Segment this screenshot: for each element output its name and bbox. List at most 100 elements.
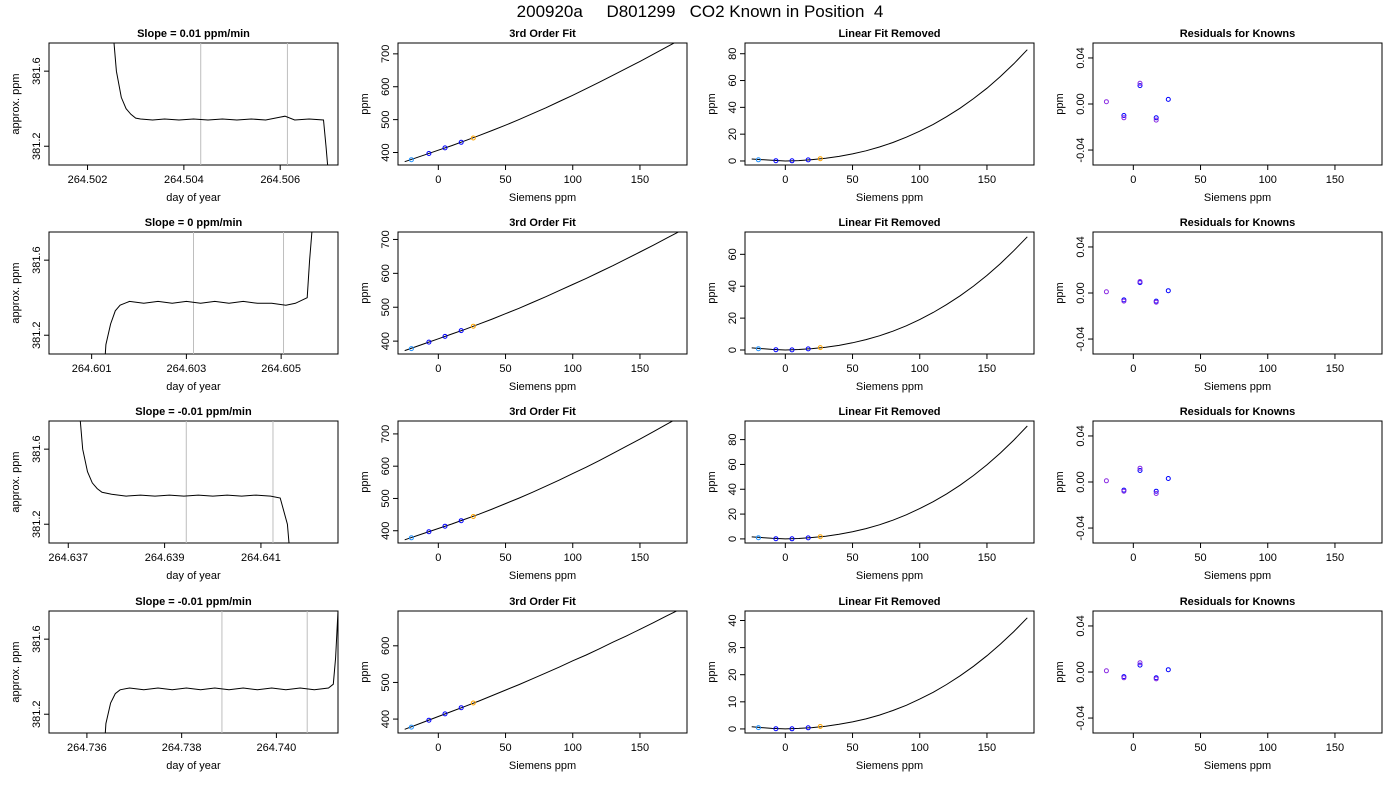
panel-title: Residuals for Knowns <box>1180 217 1296 229</box>
x-axis-label: day of year <box>166 570 221 582</box>
data-point <box>1153 488 1159 494</box>
x-axis-label: Siemens ppm <box>509 192 576 204</box>
x-tick-label: 0 <box>782 742 788 754</box>
x-axis-label: Siemens ppm <box>856 570 923 582</box>
x-tick-label: 150 <box>631 742 649 754</box>
x-axis-label: day of year <box>166 192 221 204</box>
plot-frame <box>744 231 1035 355</box>
panel-linear-fit-removed-1: Linear Fit Removed 0 50 100 150 0 20 40 60 80 Siem… <box>706 28 1035 204</box>
x-tick-label: 150 <box>631 552 649 564</box>
data-point <box>470 323 476 329</box>
y-axis-label: ppm <box>1054 93 1066 114</box>
panel-third-order-fit-3: 3rd Order Fit 0 50 100 150 400 500 600 700 Siemen… <box>359 406 688 582</box>
data-point <box>470 700 476 706</box>
x-tick-label: 264.603 <box>167 363 207 375</box>
plot-area <box>113 43 329 165</box>
y-tick-label: 40 <box>727 483 739 495</box>
panel-residuals-4: Residuals for Knowns 0 50 100 150 -0.04 0.00 0.… <box>1054 596 1383 772</box>
plot-area <box>404 611 678 730</box>
panel-title: 3rd Order Fit <box>509 596 576 608</box>
data-point <box>755 157 761 163</box>
y-axis-label: ppm <box>359 93 371 114</box>
x-axis-label: Siemens ppm <box>509 570 576 582</box>
x-tick-label: 50 <box>499 742 511 754</box>
y-tick-label: 20 <box>727 669 739 681</box>
y-tick-label: 700 <box>380 45 392 63</box>
x-tick-label: 264.738 <box>162 742 202 754</box>
fit-curve <box>404 232 680 352</box>
data-point <box>817 724 823 729</box>
data-point <box>805 157 811 163</box>
x-tick-label: 150 <box>978 552 996 564</box>
data-point <box>426 339 432 345</box>
data-point <box>1121 115 1127 121</box>
plot-frame <box>1092 42 1383 166</box>
data-point <box>426 717 432 723</box>
data-point <box>1137 465 1143 471</box>
y-tick-label: 40 <box>727 614 739 626</box>
y-tick-label: 600 <box>380 78 392 96</box>
plot-frame <box>48 610 339 734</box>
data-point <box>755 725 761 731</box>
y-tick-label: 20 <box>727 128 739 140</box>
y-tick-label: 0.00 <box>1075 93 1087 114</box>
x-tick-label: 50 <box>846 174 858 186</box>
data-point <box>1153 676 1159 682</box>
plot-frame <box>744 42 1035 166</box>
panel-title: Slope = -0.01 ppm/min <box>135 406 252 418</box>
panel-raw-trace-4: Slope = -0.01 ppm/min 264.736 264.738 264.7… <box>10 596 339 772</box>
x-tick-label: 100 <box>564 552 582 564</box>
y-axis-label: approx. ppm <box>10 73 22 134</box>
x-axis-label: Siemens ppm <box>1204 760 1271 772</box>
data-point <box>773 158 779 164</box>
y-tick-label: 10 <box>727 696 739 708</box>
x-tick-label: 150 <box>1326 363 1344 375</box>
data-point <box>426 529 432 535</box>
y-tick-label: 0 <box>727 536 739 542</box>
y-tick-label: -0.04 <box>1075 705 1087 730</box>
y-axis-label: ppm <box>359 471 371 492</box>
panel-title: Residuals for Knowns <box>1180 406 1296 418</box>
data-point <box>1165 288 1171 294</box>
y-tick-label: 0.04 <box>1075 615 1087 636</box>
data-point <box>1103 478 1109 484</box>
x-tick-label: 100 <box>911 363 929 375</box>
x-axis-label: Siemens ppm <box>856 760 923 772</box>
plot-frame <box>1092 231 1383 355</box>
plot-area <box>104 232 313 354</box>
y-tick-label: 80 <box>727 48 739 60</box>
panel-title: Slope = 0 ppm/min <box>145 217 243 229</box>
plot-area <box>404 232 680 352</box>
x-axis-label: Siemens ppm <box>1204 381 1271 393</box>
panel-residuals-1: Residuals for Knowns 0 50 100 150 -0.04 0.00 0.… <box>1054 28 1383 204</box>
panel-linear-fit-removed-4: Linear Fit Removed 0 50 100 150 0 10 20 30 40 Siem… <box>706 596 1035 772</box>
plot-area <box>751 425 1028 542</box>
x-tick-label: 50 <box>846 363 858 375</box>
data-point <box>458 139 464 145</box>
panel-title: 3rd Order Fit <box>509 406 576 418</box>
panel-third-order-fit-1: 3rd Order Fit 0 50 100 150 400 500 600 700 Siemen… <box>359 28 688 204</box>
data-point <box>817 345 823 351</box>
fit-curve <box>751 49 1028 162</box>
x-tick-label: 264.637 <box>48 552 88 564</box>
panel-title: Slope = 0.01 ppm/min <box>137 28 250 40</box>
data-point <box>1137 83 1143 89</box>
panel-title: Slope = -0.01 ppm/min <box>135 596 252 608</box>
y-tick-label: 400 <box>380 522 392 540</box>
y-tick-label: 0 <box>727 726 739 732</box>
x-tick-label: 100 <box>564 174 582 186</box>
y-tick-label: 600 <box>380 264 392 282</box>
x-tick-label: 50 <box>846 552 858 564</box>
panel-title: Residuals for Knowns <box>1180 596 1296 608</box>
data-point <box>1103 668 1109 674</box>
y-tick-label: 30 <box>727 641 739 653</box>
panel-residuals-2: Residuals for Knowns 0 50 100 150 -0.04 0.00 0.… <box>1054 217 1383 393</box>
y-axis-label: ppm <box>706 282 718 303</box>
panel-raw-trace-1: Slope = 0.01 ppm/min 264.502 264.504 264.50… <box>10 28 339 204</box>
y-tick-label: 381.2 <box>31 321 43 349</box>
data-point <box>1153 491 1159 496</box>
data-point <box>458 518 464 524</box>
y-tick-label: 0 <box>727 158 739 164</box>
fit-curve <box>751 617 1028 730</box>
y-tick-label: 400 <box>380 710 392 728</box>
